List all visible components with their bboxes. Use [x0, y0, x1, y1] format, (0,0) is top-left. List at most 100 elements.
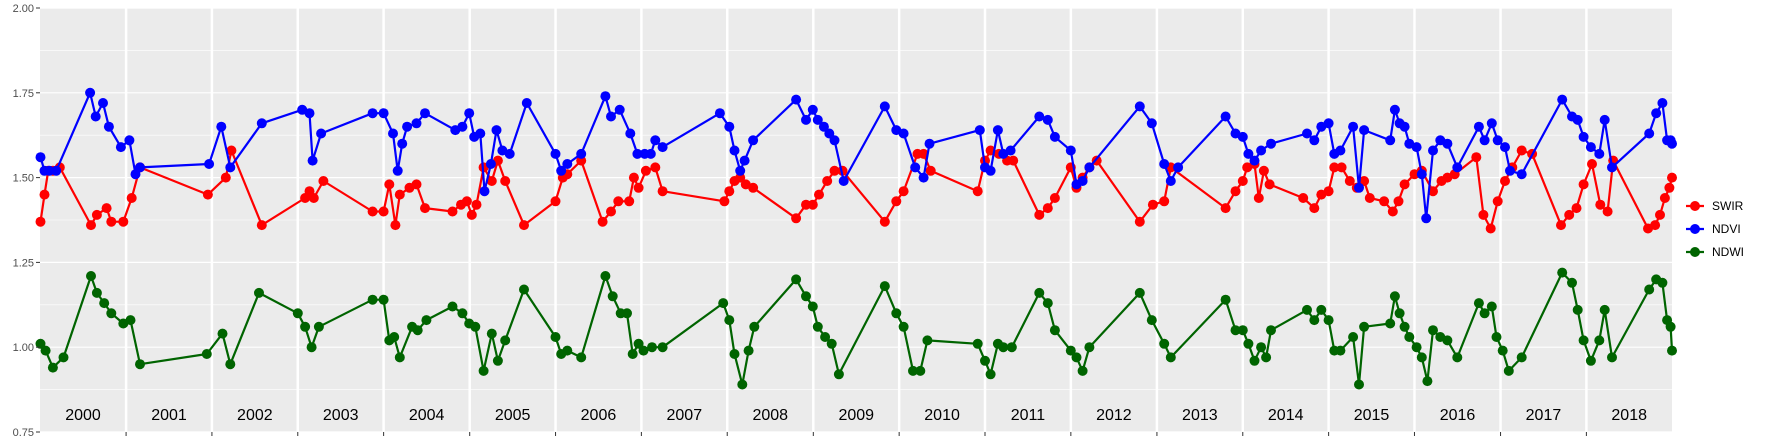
legend-item-ndvi: NDVI [1686, 222, 1741, 236]
swir-point [628, 172, 639, 183]
swir-point [1664, 182, 1675, 193]
swir-point [1159, 196, 1170, 207]
ndvi-point [35, 152, 46, 163]
swir-point [1008, 155, 1019, 166]
ndvi-point [1034, 111, 1045, 122]
ndwi-point [367, 294, 378, 305]
ndwi-point [1348, 332, 1359, 342]
ndwi-point [447, 301, 458, 312]
ndwi-point [1607, 352, 1617, 363]
ndvi-point [464, 108, 475, 119]
ndvi-point [562, 159, 573, 169]
ndvi-point [1146, 118, 1157, 129]
series-layer [35, 87, 1677, 390]
ndvi-point [824, 128, 835, 139]
ndvi-point [1084, 162, 1095, 173]
ndvi-point [1354, 182, 1364, 193]
ndvi-point [402, 121, 413, 132]
year-label: 2002 [237, 407, 273, 424]
legend-key-point [1690, 224, 1700, 234]
swir-point [606, 206, 616, 217]
swir-point [39, 189, 50, 200]
swir-point [367, 206, 378, 217]
ndvi-point [1359, 125, 1370, 136]
ndvi-point [1428, 145, 1438, 156]
ndvi-point [918, 172, 929, 183]
ndwi-point [638, 345, 649, 356]
ndwi-point [1599, 304, 1610, 315]
ndvi-point [504, 148, 515, 159]
ndwi-point [898, 321, 909, 332]
ndvi-point [1657, 98, 1668, 108]
ndvi-point [1421, 213, 1432, 224]
ndvi-point [729, 145, 740, 156]
ndvi-point [367, 108, 378, 119]
ndvi-point [124, 135, 135, 146]
ndwi-point [1042, 298, 1053, 309]
swir-point [748, 182, 759, 193]
swir-point [1253, 193, 1264, 203]
ndvi-point [90, 111, 101, 122]
year-label: 2004 [409, 407, 445, 424]
swir-point [447, 206, 458, 217]
swir-point [1587, 159, 1597, 169]
legend-label: SWIR [1712, 199, 1744, 213]
y-tick-label: 0.75 [13, 427, 34, 439]
ndwi-point [394, 352, 405, 363]
swir-point [719, 196, 730, 207]
ndwi-point [421, 315, 432, 326]
year-label: 2013 [1182, 407, 1218, 424]
y-tick-label: 2.00 [13, 3, 34, 15]
x-axis [125, 432, 1587, 436]
ndwi-point [998, 342, 1009, 353]
year-label: 2012 [1096, 407, 1132, 424]
swir-point [461, 196, 472, 207]
ndwi-point [313, 321, 324, 332]
ndwi-point [1486, 301, 1497, 312]
swir-point [1564, 209, 1575, 220]
ndwi-point [1585, 355, 1596, 366]
swir-point [390, 220, 401, 231]
swir-point [1578, 179, 1589, 190]
ndvi-point [556, 165, 567, 176]
swir-point [486, 176, 497, 186]
ndvi-point [1607, 162, 1617, 173]
ndvi-point [1500, 142, 1510, 153]
swir-point [35, 216, 46, 227]
ndwi-point [576, 352, 587, 363]
ndvi-point [1644, 128, 1655, 139]
ndwi-point [1220, 294, 1231, 305]
year-dividers [124, 8, 1588, 432]
ndvi-point [606, 111, 616, 122]
ndwi-point [1159, 338, 1170, 349]
ndvi-point [714, 108, 725, 119]
swir-point [972, 186, 983, 197]
swir-point [101, 203, 112, 214]
ndwi-point [1657, 277, 1668, 288]
ndwi-point [500, 335, 511, 346]
ndwi-point [1165, 352, 1176, 363]
ndwi-point [812, 321, 823, 332]
swir-point [226, 145, 237, 156]
ndwi-point [1442, 335, 1453, 346]
ndwi-point [1473, 298, 1484, 309]
swir-point [898, 186, 909, 197]
year-label: 2010 [924, 407, 960, 424]
swir-point [724, 186, 735, 197]
ndwi-point [201, 349, 212, 359]
ndwi-point [657, 342, 668, 353]
ndvi-point [657, 142, 668, 153]
year-label: 2015 [1354, 407, 1390, 424]
ndvi-point [1578, 131, 1589, 142]
ndwi-point [292, 308, 303, 319]
swir-point [657, 186, 668, 197]
swir-point [1500, 176, 1510, 186]
year-label: 2009 [838, 407, 874, 424]
ndwi-point [1309, 315, 1320, 326]
swir-point [597, 216, 608, 227]
ndvi-point [51, 165, 62, 176]
ndwi-point [1084, 342, 1095, 353]
swir-point [1478, 209, 1489, 220]
ndvi-point [1256, 145, 1267, 156]
ndvi-point [491, 125, 502, 136]
